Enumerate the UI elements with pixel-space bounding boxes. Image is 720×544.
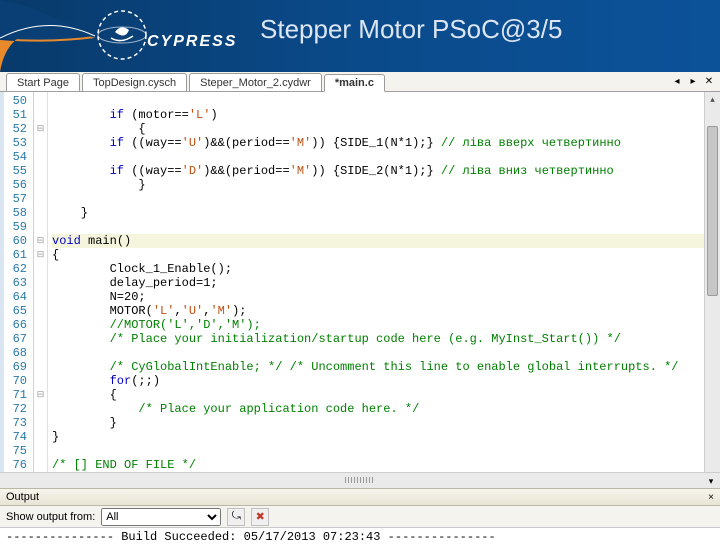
output-source-select[interactable]: All <box>101 508 221 526</box>
vertical-scrollbar[interactable]: ▴ <box>704 92 720 472</box>
document-tabs: Start PageTopDesign.cyschSteper_Motor_2.… <box>0 72 720 92</box>
code-editor[interactable]: 5051525354555657585960616263646566676869… <box>0 92 720 472</box>
output-title: Output <box>6 491 39 503</box>
cypress-logo: CYPRESS <box>95 8 237 62</box>
output-refresh-button[interactable]: ⤿ <box>227 508 245 526</box>
page-title: Stepper Motor PSoC@3/5 <box>260 14 562 45</box>
tab-nav: ◂ ▸ ✕ <box>670 74 716 88</box>
output-close-icon[interactable]: × <box>708 492 714 503</box>
fold-gutter[interactable]: ⊟⊟⊟⊟ <box>34 92 48 472</box>
tab-next-button[interactable]: ▸ <box>686 74 700 88</box>
brand-name: CYPRESS <box>147 33 237 51</box>
document-tab[interactable]: Start Page <box>6 73 80 91</box>
title-bar: CYPRESS Stepper Motor PSoC@3/5 <box>0 0 720 72</box>
document-tab[interactable]: TopDesign.cysch <box>82 73 187 91</box>
output-panel-header[interactable]: Output × <box>0 488 720 506</box>
document-tab[interactable]: *main.c <box>324 74 385 92</box>
document-tab[interactable]: Steper_Motor_2.cydwr <box>189 73 322 91</box>
output-from-label: Show output from: <box>6 511 95 523</box>
tab-prev-button[interactable]: ◂ <box>670 74 684 88</box>
horizontal-scrollbar[interactable]: ▾ <box>0 472 720 488</box>
output-clear-button[interactable]: ✖ <box>251 508 269 526</box>
output-toolbar: Show output from: All ⤿ ✖ <box>0 506 720 528</box>
tab-close-button[interactable]: ✕ <box>702 74 716 88</box>
line-gutter: 5051525354555657585960616263646566676869… <box>4 92 34 472</box>
code-area[interactable]: if (motor=='L') { if ((way=='U')&&(perio… <box>48 92 720 472</box>
